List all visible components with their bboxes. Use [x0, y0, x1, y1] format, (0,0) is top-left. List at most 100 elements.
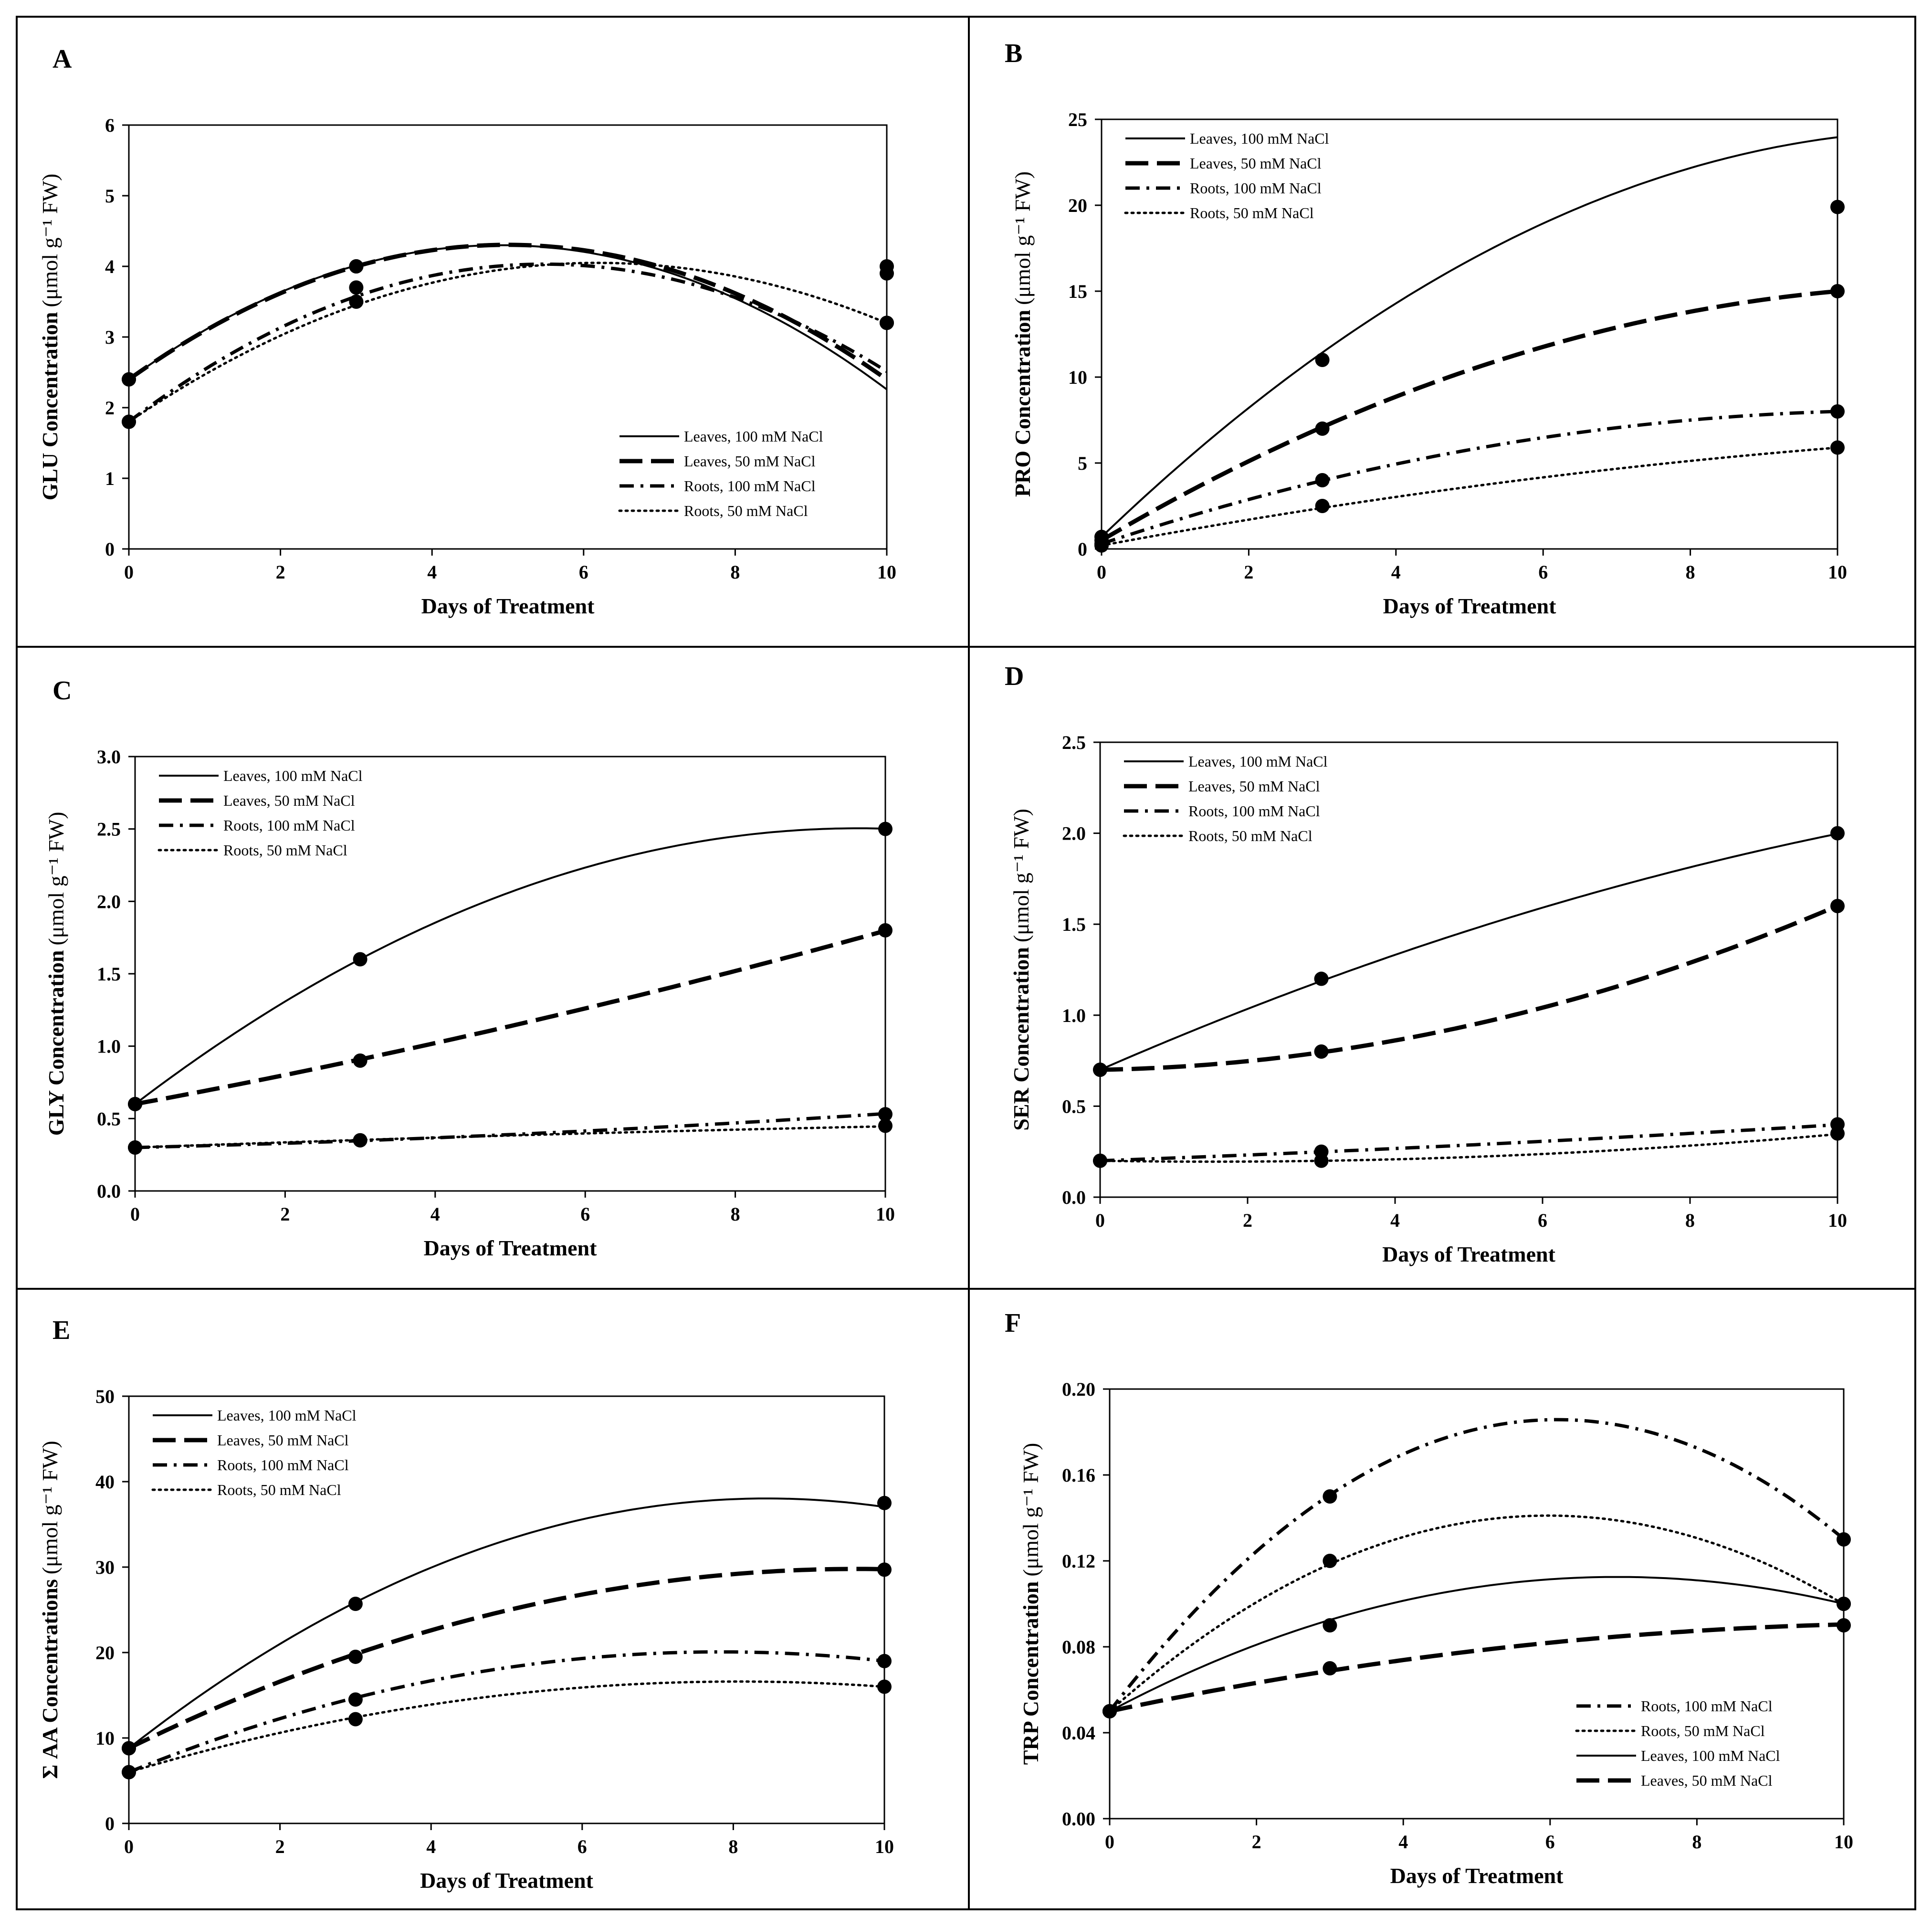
legend: Leaves, 100 mM NaCl Leaves, 50 mM NaCl Roo… — [1123, 753, 1328, 844]
x-tick-label: 2 — [1244, 561, 1253, 583]
y-axis-title: TRP Concentration (μmol g⁻¹ FW) — [1018, 1443, 1043, 1765]
legend-label: Roots, 50 mM NaCl — [1190, 204, 1314, 221]
legend: Leaves, 100 mM NaCl Leaves, 50 mM NaCl Roo… — [151, 1407, 357, 1498]
y-axis-title-name: PRO Concentration — [1010, 310, 1035, 497]
panel-letter: C — [52, 676, 72, 706]
legend: Leaves, 100 mM NaCl Leaves, 50 mM NaCl Roo… — [1124, 130, 1329, 221]
x-tick-label: 6 — [580, 1203, 590, 1225]
y-axis-title-name: Σ AA Concentrations — [38, 1579, 62, 1779]
series-line — [128, 1650, 885, 1774]
y-tick-label: 1.0 — [1062, 1005, 1086, 1026]
panel-letter: D — [1005, 662, 1024, 691]
legend-label: Leaves, 50 mM NaCl — [1641, 1772, 1773, 1789]
y-tick-label: 2.5 — [1062, 732, 1086, 753]
data-point — [122, 372, 136, 387]
data-point — [353, 1053, 368, 1068]
data-point — [348, 1596, 363, 1611]
data-point — [878, 1107, 892, 1122]
plot-area-border — [1101, 118, 1838, 550]
y-axis-title-unit: (μmol g⁻¹ FW) — [38, 1441, 62, 1574]
legend: Roots, 100 mM NaCl Roots, 50 mM NaCl Leave… — [1575, 1697, 1780, 1789]
y-tick-label: 20 — [1068, 195, 1087, 216]
series-line — [1100, 832, 1838, 1071]
y-axis-title-name: TRP Concentration — [1018, 1581, 1043, 1765]
y-axis-title: PRO Concentration (μmol g⁻¹ FW) — [1010, 171, 1035, 497]
legend-label: Roots, 50 mM NaCl — [684, 502, 808, 519]
legend-label: Leaves, 50 mM NaCl — [1190, 155, 1322, 172]
y-tick-label: 1.5 — [97, 963, 121, 985]
series-line — [1109, 1622, 1844, 1714]
data-point — [353, 1133, 368, 1148]
x-tick-label: 2 — [1252, 1831, 1261, 1853]
x-axis-title: Days of Treatment — [1383, 594, 1557, 618]
x-axis-title: Days of Treatment — [421, 594, 595, 618]
x-tick-label: 10 — [875, 1836, 894, 1857]
y-tick-label: 10 — [95, 1727, 115, 1749]
x-tick-label: 8 — [1686, 561, 1695, 583]
y-axis-title-unit: (μmol g⁻¹ FW) — [1010, 171, 1035, 305]
panel-f: F 0 2 4 6 8 10 0.00 0.04 0.08 0.12 0.16 0.20 Days of … — [1005, 1308, 1853, 1888]
x-tick-label: 6 — [579, 561, 588, 583]
y-tick-label: 1 — [105, 468, 115, 489]
legend-label: Roots, 50 mM NaCl — [1188, 827, 1312, 844]
y-tick-label: 1.5 — [1062, 914, 1086, 935]
y-axis-title-unit: (μmol g⁻¹ FW) — [1009, 809, 1033, 942]
plot-area-border — [1099, 741, 1838, 1198]
y-tick-label: 25 — [1068, 109, 1087, 130]
data-point — [1830, 826, 1845, 841]
data-point — [349, 295, 364, 309]
series-line — [1100, 289, 1838, 542]
x-tick-label: 2 — [280, 1203, 290, 1225]
data-point — [348, 1692, 363, 1707]
series-line — [127, 262, 888, 423]
y-axis-title: GLU Concentration (μmol g⁻¹ FW) — [38, 174, 62, 501]
data-point — [1837, 1618, 1851, 1632]
data-point — [877, 1679, 892, 1694]
panel-e: E 0 2 4 6 8 10 0 10 20 30 40 50 Days of Treatment Σ AA… — [38, 1316, 894, 1893]
legend-label: Leaves, 50 mM NaCl — [223, 792, 355, 809]
y-tick-label: 3.0 — [97, 746, 121, 768]
data-point — [878, 923, 892, 937]
data-point — [1830, 899, 1845, 914]
series-line — [134, 827, 886, 1105]
data-point — [1315, 421, 1330, 436]
data-point — [1315, 499, 1330, 513]
figure-border — [16, 16, 1916, 1910]
x-tick-label: 2 — [276, 561, 285, 583]
x-tick-label: 8 — [730, 561, 740, 583]
data-point — [1094, 538, 1109, 553]
y-tick-label: 0.0 — [97, 1180, 121, 1202]
y-tick-label: 0.5 — [1062, 1095, 1086, 1117]
panel-c: C 0 2 4 6 8 10 0.0 0.5 1.0 1.5 2.0 2.5 3.0 Days of Tre… — [44, 676, 895, 1260]
x-tick-label: 4 — [1398, 1831, 1408, 1853]
x-axis-title: Days of Treatment — [1382, 1242, 1556, 1266]
y-tick-label: 6 — [105, 115, 115, 136]
panel-b: B 0 2 4 6 8 10 0 5 10 15 20 25 Days of Treatment PRO C… — [1005, 39, 1847, 618]
series-line — [1108, 1418, 1845, 1713]
legend-label: Leaves, 50 mM NaCl — [1188, 778, 1320, 795]
y-axis-title: GLY Concentration (μmol g⁻¹ FW) — [44, 812, 68, 1136]
series-line — [1100, 1123, 1838, 1163]
series-line — [127, 1680, 886, 1774]
y-tick-label: 0.04 — [1062, 1722, 1095, 1744]
x-tick-label: 8 — [728, 1836, 738, 1857]
x-tick-label: 10 — [876, 1203, 895, 1225]
y-axis-title-name: GLY Concentration — [44, 950, 68, 1136]
legend-label: Roots, 50 mM NaCl — [1641, 1722, 1765, 1739]
legend-label: Roots, 50 mM NaCl — [223, 842, 347, 859]
series-line — [1099, 1133, 1839, 1163]
y-tick-label: 4 — [105, 256, 115, 277]
data-point — [1093, 1153, 1107, 1168]
data-point — [878, 821, 892, 836]
x-tick-label: 10 — [877, 561, 896, 583]
legend-label: Roots, 100 mM NaCl — [223, 817, 355, 834]
series-line — [1100, 446, 1839, 547]
legend-label: Roots, 100 mM NaCl — [1190, 179, 1322, 197]
data-point — [122, 1741, 136, 1756]
x-tick-label: 2 — [275, 1836, 285, 1857]
x-tick-label: 6 — [1545, 1831, 1555, 1853]
x-tick-label: 0 — [1097, 561, 1106, 583]
data-point — [1830, 284, 1845, 298]
